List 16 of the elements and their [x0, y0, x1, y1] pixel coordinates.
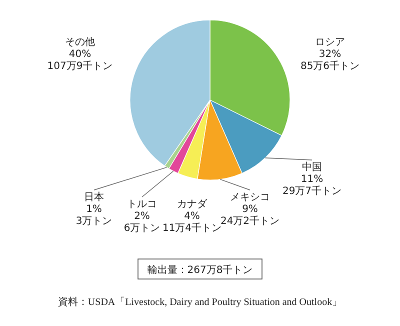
data-label: 32% 85万6千トン [300, 49, 360, 72]
data-label: 2% 6万トン [124, 211, 160, 234]
slice-label: カナダ [177, 198, 208, 210]
slice-label: メキシコ [230, 192, 270, 203]
slice-label: ロシア [315, 37, 345, 48]
data-label: 1% 3万トン [76, 204, 112, 227]
data-label: 4% 11万4千トン [162, 211, 222, 234]
slice-label: トルコ [127, 199, 157, 210]
text: 資料：USDA「Livestock, Dairy and Poultry Situation and Outlook」 [58, 296, 342, 308]
slice-label: 中国 [302, 161, 322, 173]
slice-label: その他 [65, 36, 95, 48]
data-label: 9% 24万2千トン [220, 204, 280, 227]
text: 輸出量：267万8千トン [147, 264, 253, 276]
data-label: 11% 29万7千トン [282, 174, 342, 197]
slice-label: 日本 [84, 191, 104, 203]
data-label: 40% 107万9千トン [47, 49, 113, 72]
